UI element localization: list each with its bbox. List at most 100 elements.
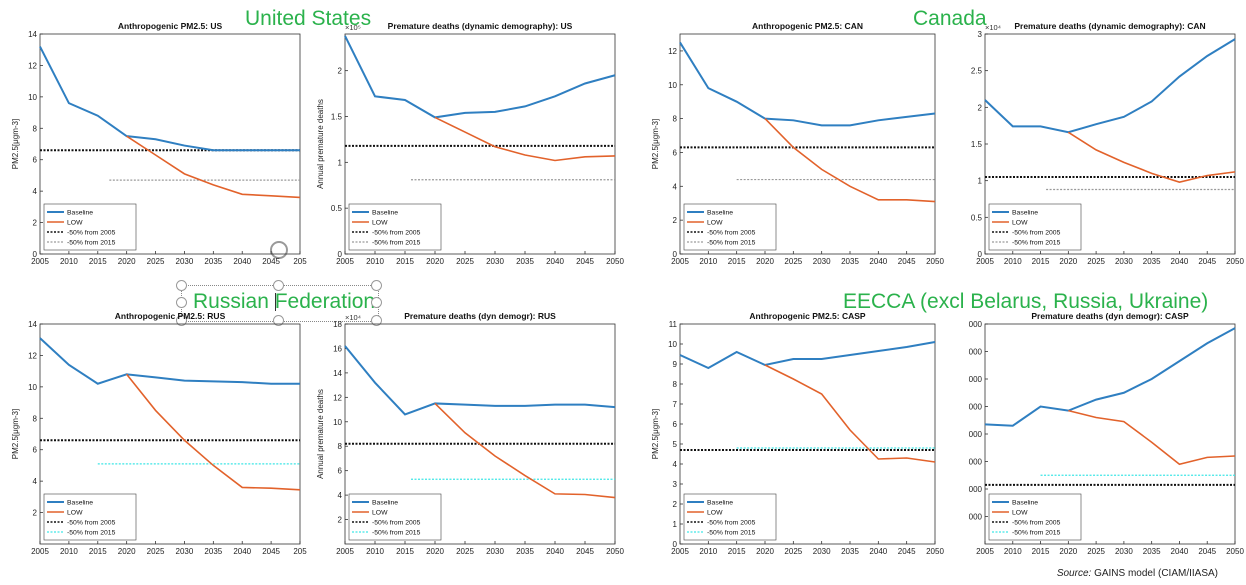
x-tick-label: 2015 — [396, 257, 414, 266]
legend-label: -50% from 2015 — [372, 240, 421, 247]
legend-label: -50% from 2015 — [372, 530, 421, 537]
legend-label: -50% from 2005 — [372, 520, 421, 527]
x-tick-label: 2040 — [869, 547, 887, 556]
chart-can-pm25: Anthropogenic PM2.5: CAN 0 2 4 6 8 10 12 2005 201… — [651, 21, 944, 266]
x-tick-label: 2040 — [869, 257, 887, 266]
x-tick-label: 2050 — [1226, 547, 1244, 556]
y-tick-label: 10 — [668, 340, 677, 349]
region-title-eecca: EECCA (excl Belarus, Russia, Ukraine) — [843, 290, 1209, 313]
chart-us-deaths: Premature deaths (dynamic demography): U… — [316, 21, 624, 266]
x-tick-label: 2045 — [576, 547, 594, 556]
plot-area — [39, 33, 301, 255]
x-tick-label: 2020 — [756, 547, 774, 556]
y-tick-label: 0 — [673, 250, 678, 259]
resize-handle[interactable] — [273, 280, 284, 291]
y-tick-label: 12 — [333, 393, 342, 402]
resize-handle[interactable] — [176, 315, 187, 326]
legend-label: Baseline — [707, 500, 733, 507]
x-tick-label: 2005 — [31, 547, 49, 556]
series-line-baseline — [984, 327, 1236, 427]
x-tick-label: 2050 — [606, 257, 624, 266]
y-tick-label: 11 — [669, 320, 678, 329]
chart-title: Premature deaths (dyn demogr): CASP — [1031, 311, 1189, 321]
legend-label: -50% from 2005 — [707, 230, 756, 237]
y-tick-label: 10 — [28, 93, 37, 102]
y-tick-label: 18 — [333, 320, 342, 329]
chart-casp-pm25: Anthropogenic PM2.5: CASP 0 1 2 3 4 5 6 7 8 9 10 11 2… — [651, 311, 944, 556]
x-tick-label: 2020 — [426, 547, 444, 556]
series-line-low — [764, 364, 936, 463]
legend-label: -50% from 2005 — [67, 520, 116, 527]
legend-label: Baseline — [67, 500, 93, 507]
y-tick-label: 9 — [673, 360, 678, 369]
x-tick-label: 205 — [293, 547, 307, 556]
y-tick-label: 000 — [969, 513, 983, 522]
x-tick-label: 2040 — [1171, 547, 1189, 556]
chart-title: Premature deaths (dynamic demography): U… — [388, 21, 573, 31]
series-line-low — [434, 116, 616, 162]
y-tick-label: 1 — [338, 158, 343, 167]
x-tick-label: 2015 — [396, 547, 414, 556]
plot-area — [679, 33, 936, 255]
x-tick-label: 2010 — [60, 547, 78, 556]
y-tick-label: 1.5 — [971, 140, 983, 149]
y-tick-label: 10 — [28, 383, 37, 392]
x-tick-label: 2010 — [1004, 547, 1022, 556]
y-tick-label: 1.5 — [331, 113, 343, 122]
legend-label: Baseline — [372, 500, 398, 507]
y-tick-label: 8 — [33, 414, 38, 423]
legend-label: Baseline — [67, 210, 93, 217]
y-axis-label: PM2.5[μgm-3] — [11, 119, 20, 169]
x-tick-label: 2015 — [1032, 257, 1050, 266]
series-line-low — [764, 118, 936, 203]
x-tick-label: 2035 — [516, 257, 534, 266]
x-tick-label: 2030 — [176, 547, 194, 556]
x-tick-label: 2035 — [204, 257, 222, 266]
resize-handle[interactable] — [371, 297, 382, 308]
rotate-handle-icon[interactable] — [270, 241, 288, 259]
y-tick-label: 6 — [673, 420, 678, 429]
x-tick-label: 2025 — [456, 547, 474, 556]
legend-label: Baseline — [1012, 210, 1038, 217]
legend-label: -50% from 2005 — [67, 230, 116, 237]
x-tick-label: 2010 — [1004, 257, 1022, 266]
region-title-russia[interactable]: Russian Federation — [193, 290, 376, 313]
x-tick-label: 2045 — [262, 547, 280, 556]
series-line-baseline — [679, 41, 936, 127]
legend-label: -50% from 2015 — [67, 530, 116, 537]
plot-area — [344, 323, 616, 545]
x-tick-label: 2005 — [31, 257, 49, 266]
resize-handle[interactable] — [176, 297, 187, 308]
y-tick-label: 14 — [28, 320, 37, 329]
x-tick-label: 2030 — [486, 257, 504, 266]
y-tick-label: 000 — [969, 375, 983, 384]
x-tick-label: 2045 — [262, 257, 280, 266]
x-tick-label: 2045 — [576, 257, 594, 266]
legend-label: -50% from 2005 — [372, 230, 421, 237]
legend-label: -50% from 2015 — [707, 530, 756, 537]
x-tick-label: 2030 — [176, 257, 194, 266]
y-tick-label: 2 — [673, 216, 678, 225]
y-axis-label: PM2.5[μgm-3] — [11, 409, 20, 459]
resize-handle[interactable] — [371, 315, 382, 326]
resize-handle[interactable] — [176, 280, 187, 291]
y-axis-label: PM2.5[μgm-3] — [651, 119, 660, 169]
x-tick-label: 2030 — [1115, 547, 1133, 556]
legend-label: LOW — [707, 510, 723, 517]
x-tick-label: 2030 — [486, 547, 504, 556]
x-tick-label: 2035 — [204, 547, 222, 556]
y-tick-label: 6 — [33, 446, 38, 455]
resize-handle[interactable] — [273, 315, 284, 326]
x-tick-label: 2045 — [1198, 257, 1216, 266]
legend-label: Baseline — [372, 210, 398, 217]
y-tick-label: 10 — [333, 418, 342, 427]
resize-handle[interactable] — [371, 280, 382, 291]
legend-label: -50% from 2005 — [1012, 520, 1061, 527]
y-tick-label: 6 — [673, 148, 678, 157]
y-tick-label: 000 — [969, 348, 983, 357]
source-text: GAINS model (CIAM/IIASA) — [1091, 568, 1218, 579]
x-tick-label: 2040 — [233, 547, 251, 556]
x-tick-label: 2010 — [699, 257, 717, 266]
legend-label: LOW — [1012, 510, 1028, 517]
y-tick-label: 6 — [338, 467, 343, 476]
